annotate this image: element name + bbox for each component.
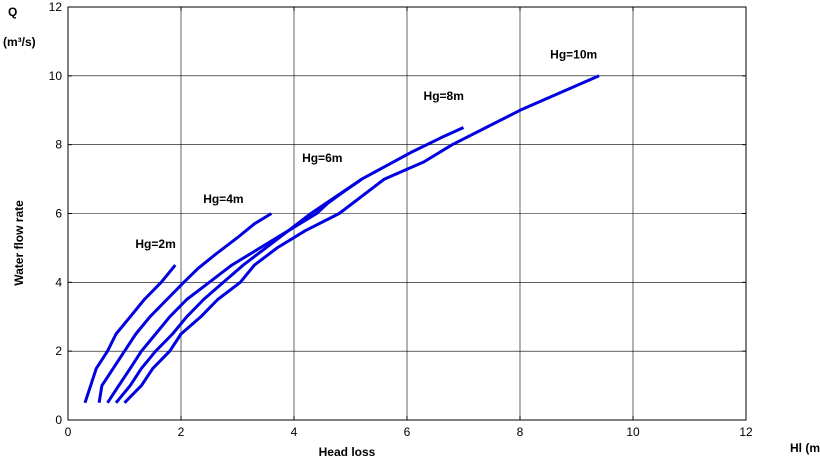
grid-layer xyxy=(68,7,746,420)
series-annotation: Hg=6m xyxy=(302,151,342,165)
y-unit-bottom: (m³/s) xyxy=(3,35,36,49)
y-tick-label: 6 xyxy=(55,207,62,221)
x-tick-label: 6 xyxy=(404,425,411,439)
x-tick-label: 10 xyxy=(626,425,640,439)
y-tick-label: 8 xyxy=(55,138,62,152)
y-tick-label: 2 xyxy=(55,344,62,358)
x-axis-label: Head loss xyxy=(319,445,376,459)
x-tick-label: 4 xyxy=(291,425,298,439)
series-line-4 xyxy=(114,177,363,404)
y-tick-label: 4 xyxy=(55,275,62,289)
y-tick-label: 0 xyxy=(55,413,62,427)
x-tick-label: 8 xyxy=(517,425,524,439)
x-tick-label: 12 xyxy=(739,425,753,439)
y-tick-label: 12 xyxy=(49,0,63,14)
series-layer xyxy=(83,74,600,404)
x-unit-label: Hl (m) xyxy=(790,441,820,455)
series-annotation: Hg=4m xyxy=(203,192,243,206)
y-unit-top: Q xyxy=(8,5,17,19)
series-line-2 xyxy=(97,212,273,404)
series-line-3 xyxy=(106,126,465,404)
x-tick-label: 0 xyxy=(65,425,72,439)
tick-layer: 0 2 4 6 8 10 12 0 2 4 6 8 10 12 xyxy=(49,0,753,439)
series-line-5 xyxy=(123,74,600,404)
y-tick-label: 10 xyxy=(49,69,63,83)
series-annotation: Hg=8m xyxy=(424,89,464,103)
series-line-1 xyxy=(83,264,177,404)
x-tick-label: 2 xyxy=(178,425,185,439)
annotation-layer: Hg=2m Hg=4m Hg=6m Hg=8m Hg=10m xyxy=(135,48,597,251)
series-annotation: Hg=10m xyxy=(550,48,597,62)
y-axis-label: Water flow rate xyxy=(12,200,26,286)
series-annotation: Hg=2m xyxy=(135,237,175,251)
